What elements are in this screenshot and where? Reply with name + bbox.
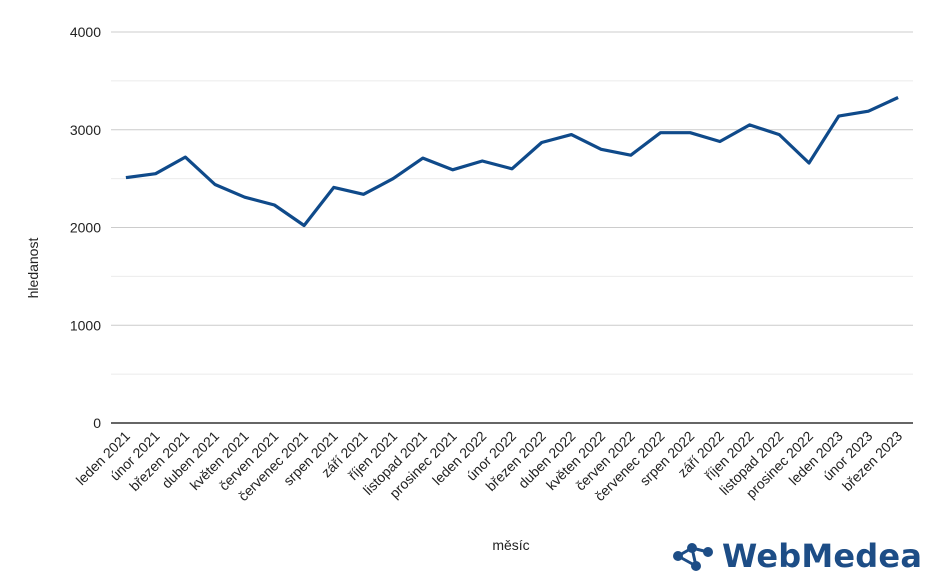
gridlines	[111, 31, 913, 375]
y-tick-label: 4000	[70, 24, 101, 40]
y-tick-label: 1000	[70, 317, 101, 333]
y-axis-ticks: 0 1000 2000 3000 4000	[70, 24, 101, 431]
y-tick-label: 2000	[70, 220, 101, 236]
y-axis-title: hledanost	[25, 238, 41, 299]
molecule-icon	[673, 543, 713, 571]
y-tick-label: 0	[93, 415, 101, 431]
logo-text: WebMedea	[722, 537, 923, 575]
y-tick-label: 3000	[70, 122, 101, 138]
x-axis-title: měsíc	[492, 537, 529, 553]
webmedea-logo: WebMedea	[672, 534, 922, 578]
series-line	[125, 96, 899, 228]
